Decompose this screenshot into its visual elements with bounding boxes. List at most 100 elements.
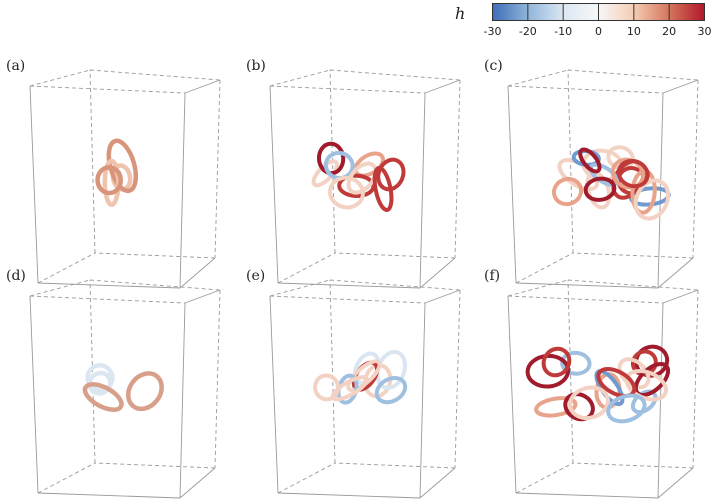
panel-e: (e) <box>240 268 476 500</box>
vortex-loop <box>578 147 602 174</box>
cube-edge <box>179 257 216 289</box>
cube-edge <box>662 79 699 94</box>
cube-edge <box>334 462 456 469</box>
vortex-tangle <box>95 138 139 207</box>
cube-edge <box>515 462 574 494</box>
vortex-loop <box>327 175 366 210</box>
cube-edge <box>329 279 461 291</box>
cube-edge <box>29 295 39 494</box>
cube-edge <box>214 79 221 259</box>
cube-edge <box>424 289 461 304</box>
vortex-tangle <box>313 349 408 405</box>
cube-edge <box>89 279 221 291</box>
colorbar-tick-label: 20 <box>662 25 677 38</box>
cube-edge <box>29 85 39 284</box>
vortex-loop <box>583 176 617 202</box>
vortex-box-d <box>29 279 221 499</box>
panel-label-a: (a) <box>6 58 26 74</box>
cube-edge <box>89 279 96 464</box>
panel-label-b: (b) <box>246 58 266 74</box>
cube-edge <box>424 79 461 94</box>
cube-edge <box>507 295 664 304</box>
cube-edge <box>269 85 426 94</box>
vortex-loop <box>125 371 164 412</box>
cube-edge <box>89 69 221 81</box>
cube-edge <box>507 85 517 284</box>
vortex-tangle <box>82 363 164 412</box>
colorbar-tick-label: -10 <box>554 25 573 38</box>
cube-edge <box>37 492 181 499</box>
colorbar-symbol: h <box>455 4 466 23</box>
cube-edge <box>515 252 574 284</box>
cube-edge <box>454 289 461 469</box>
cube-edge <box>179 92 186 289</box>
cube-edge <box>329 69 461 81</box>
cube-edge <box>419 257 456 289</box>
cube-edge <box>567 279 699 291</box>
cube-edge <box>454 79 461 259</box>
figure: h -30 -20 -10 0 10 20 30 (a) (b) (c) (d) (e) (… <box>0 3 713 499</box>
vortex-loop <box>323 150 355 181</box>
vortex-loop <box>82 382 124 412</box>
panel-label-d: (d) <box>6 268 26 284</box>
cube-edge <box>419 92 426 289</box>
cube-edge <box>419 302 426 499</box>
vortex-box-f <box>507 279 699 499</box>
colorbar-tick-label: 30 <box>697 25 712 38</box>
cube-edge <box>507 295 517 494</box>
colorbar-tick-label: -20 <box>518 25 537 38</box>
vortex-box-e <box>269 279 461 499</box>
cube-edge <box>507 85 664 94</box>
cube-edge <box>179 467 216 499</box>
cube-edge <box>572 462 694 469</box>
vortex-loop <box>316 141 346 176</box>
cube-edge <box>657 257 694 289</box>
panel-c: (c) <box>478 58 713 290</box>
cube-edge <box>29 85 186 94</box>
cube-edge <box>277 492 421 499</box>
vortex-box-c <box>507 69 699 289</box>
vortex-loop <box>616 158 650 189</box>
cube-edge <box>334 252 456 259</box>
cube-edge <box>179 302 186 499</box>
cube-edge <box>329 279 336 464</box>
cube-edge <box>269 85 279 284</box>
vortex-loop <box>563 392 595 422</box>
cube-edge <box>269 295 426 304</box>
vortex-tangle <box>311 141 406 213</box>
cube-edge <box>37 462 96 494</box>
vortex-box-a <box>29 69 221 289</box>
panel-label-e: (e) <box>246 268 266 284</box>
cube-edge <box>269 279 331 297</box>
colorbar <box>492 3 705 21</box>
cube-edge <box>37 252 96 284</box>
vortex-box-b <box>269 69 461 289</box>
cube-edge <box>419 467 456 499</box>
panel-d: (d) <box>0 268 236 500</box>
cube-edge <box>507 279 569 297</box>
panel-label-f: (f) <box>484 268 501 284</box>
cube-edge <box>29 69 91 87</box>
vortex-loop <box>585 170 612 210</box>
cube-edge <box>692 289 699 469</box>
cube-edge <box>29 279 91 297</box>
panel-label-c: (c) <box>484 58 503 74</box>
vortex-loop <box>313 373 341 402</box>
panel-a: (a) <box>0 58 236 290</box>
cube-edge <box>567 69 699 81</box>
cube-edge <box>277 252 336 284</box>
colorbar-tick-label: 0 <box>595 25 602 38</box>
colorbar-tick-label: 10 <box>626 25 641 38</box>
vortex-loop <box>606 393 647 424</box>
vortex-loop <box>346 161 378 195</box>
cube-edge <box>269 295 279 494</box>
vortex-loop <box>374 375 408 405</box>
cube-edge <box>515 492 659 499</box>
vortex-loop <box>633 178 671 221</box>
cube-edge <box>507 69 569 87</box>
cube-edge <box>94 462 216 469</box>
vortex-tangle <box>551 145 671 221</box>
vortex-loop <box>376 157 406 192</box>
cube-edge <box>184 289 221 304</box>
cube-edge <box>277 462 336 494</box>
